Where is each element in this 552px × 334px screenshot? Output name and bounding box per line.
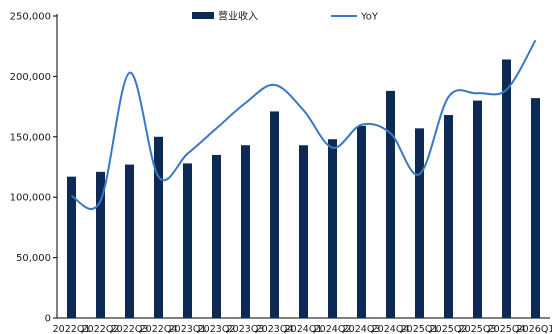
x-tick-label: 2022Q1 [53, 324, 91, 334]
y-tick-label: 200,000 [10, 72, 51, 83]
bar [270, 111, 279, 318]
y-tick-label: 50,000 [16, 253, 51, 264]
bar [473, 100, 482, 318]
x-tick-label: 2024Q4 [372, 324, 410, 334]
x-tick-label: 2023Q3 [227, 324, 265, 334]
x-tick-label: 2025Q3 [459, 324, 497, 334]
x-tick-label: 2024Q3 [343, 324, 381, 334]
bar [299, 145, 308, 318]
line-series [71, 39, 537, 210]
x-tick-label: 2022Q3 [111, 324, 149, 334]
bar [125, 164, 134, 318]
y-tick-label: 250,000 [10, 12, 51, 23]
legend-bar-label: 营业收入 [218, 10, 258, 23]
y-ticks: 0 50,000 100,000 150,000 200,000 250,000 [10, 12, 57, 325]
bar [357, 125, 366, 318]
bar [241, 145, 250, 318]
y-tick-label: 150,000 [10, 132, 51, 143]
x-tick-label: 2023Q4 [256, 324, 294, 334]
x-tick-label: 2025Q2 [430, 324, 468, 334]
x-ticks: 2022Q12022Q22022Q32022Q42023Q12023Q22023… [53, 324, 552, 334]
legend-bar-swatch [192, 12, 214, 19]
bar [444, 115, 453, 318]
bar-series [67, 59, 540, 318]
x-tick-label: 2022Q2 [82, 324, 120, 334]
x-tick-label: 2023Q2 [198, 324, 236, 334]
x-tick-label: 2022Q4 [140, 324, 178, 334]
x-tick-label: 2026Q1 [517, 324, 552, 334]
bar [328, 139, 337, 318]
legend: 营业收入 YoY [192, 10, 379, 23]
x-tick-label: 2024Q2 [314, 324, 352, 334]
x-tick-label: 2023Q1 [169, 324, 207, 334]
y-tick-label: 0 [45, 314, 51, 325]
bar [415, 128, 424, 318]
x-tick-label: 2025Q4 [488, 324, 526, 334]
y-tick-label: 100,000 [10, 193, 51, 204]
x-tick-label: 2025Q1 [401, 324, 439, 334]
bar [96, 171, 105, 318]
bar [67, 176, 76, 318]
bar [531, 98, 540, 318]
bar [502, 59, 511, 318]
bar [154, 136, 163, 318]
legend-line-label: YoY [360, 12, 379, 23]
x-tick-label: 2024Q1 [285, 324, 323, 334]
bar [212, 154, 221, 318]
yoy-line [71, 39, 537, 210]
bar [183, 163, 192, 318]
bar [386, 90, 395, 318]
